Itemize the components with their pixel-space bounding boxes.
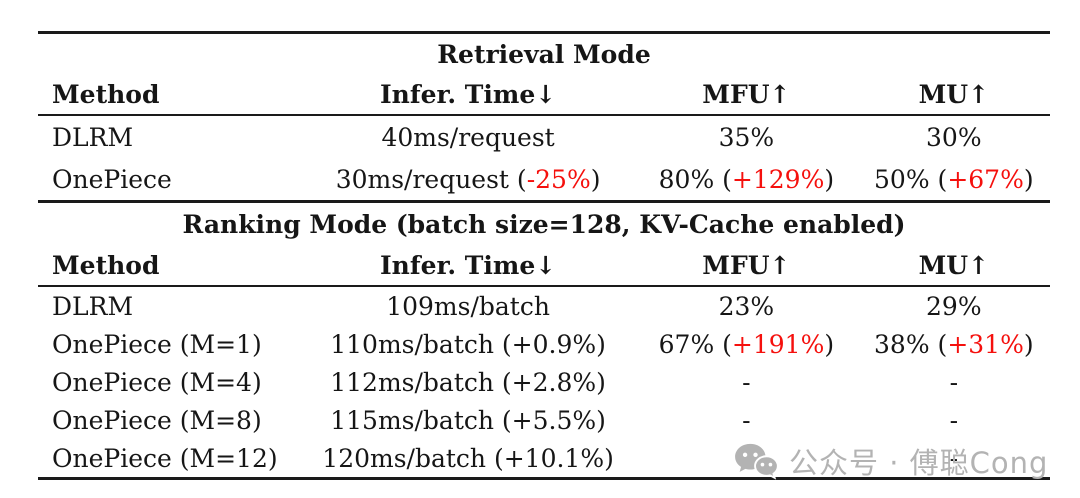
cell-text: - xyxy=(742,443,751,473)
column-header: Method xyxy=(52,250,160,280)
table-cell: 67% (+191%) xyxy=(635,330,858,359)
cell-text: 80% ( xyxy=(658,164,732,194)
section-title: Ranking Mode (batch size=128, KV-Cache e… xyxy=(182,209,906,239)
table-cell: - xyxy=(635,444,858,473)
column-header: MU↑ xyxy=(918,79,990,109)
table-cell: 80% (+129%) xyxy=(635,165,858,194)
table-cell: 120ms/batch (+10.1%) xyxy=(301,444,635,473)
cell-text: ) xyxy=(824,164,835,194)
table-cell: DLRM xyxy=(38,123,301,152)
delta-value: +31% xyxy=(947,329,1024,359)
cell-text: 29% xyxy=(926,291,982,321)
cell-text: OnePiece (M=8) xyxy=(52,405,262,435)
section-rows: DLRM 109ms/batch 23% 29% OnePiece (M=1) 110ms… xyxy=(38,287,1050,477)
table-row: OnePiece 30ms/request (-25%) 80% (+129%) 50… xyxy=(38,158,1050,200)
table-cell: 30ms/request (-25%) xyxy=(301,165,635,194)
table-cell: - xyxy=(858,368,1050,397)
cell-text: 115ms/batch (+5.5%) xyxy=(330,405,606,435)
cell-text: OnePiece (M=1) xyxy=(52,329,262,359)
cell-text: ) xyxy=(1023,164,1034,194)
retrieval-mode-section: Retrieval Mode Method Infer. Time↓ MFU↑ MU↑… xyxy=(38,34,1050,200)
cell-text: 50% ( xyxy=(874,164,948,194)
table-cell: OnePiece (M=12) xyxy=(38,444,301,473)
cell-text: 109ms/batch xyxy=(386,291,550,321)
cell-text: OnePiece xyxy=(52,164,172,194)
cell-text: 30% xyxy=(926,122,982,152)
delta-value: +67% xyxy=(947,164,1024,194)
table-cell: - xyxy=(858,444,1050,473)
table-cell: OnePiece (M=8) xyxy=(38,406,301,435)
table-cell: 110ms/batch (+0.9%) xyxy=(301,330,635,359)
cell-text: - xyxy=(949,367,959,397)
cell-text: 120ms/batch (+10.1%) xyxy=(322,443,614,473)
cell-text: 38% ( xyxy=(874,329,948,359)
cell-text: DLRM xyxy=(52,122,134,152)
table-cell: OnePiece xyxy=(38,165,301,194)
header-rule xyxy=(38,285,1050,287)
section-title: Retrieval Mode xyxy=(437,39,651,69)
table-cell: 38% (+31%) xyxy=(858,330,1050,359)
cell-text: - xyxy=(742,367,751,397)
table-cell: 40ms/request xyxy=(301,123,635,152)
cell-text: - xyxy=(949,443,959,473)
table-cell: - xyxy=(635,406,858,435)
cell-text: ) xyxy=(590,164,601,194)
cell-text: 67% ( xyxy=(658,329,732,359)
table-cell: OnePiece (M=1) xyxy=(38,330,301,359)
delta-value: -25% xyxy=(526,164,591,194)
table-cell: - xyxy=(858,406,1050,435)
table-cell: 29% xyxy=(858,292,1050,321)
section-rows: DLRM 40ms/request 35% 30% OnePiece 30ms/reque… xyxy=(38,116,1050,200)
cell-text: DLRM xyxy=(52,291,134,321)
table-cell: OnePiece (M=4) xyxy=(38,368,301,397)
column-header: Infer. Time↓ xyxy=(379,79,557,109)
ranking-mode-section: Ranking Mode (batch size=128, KV-Cache e… xyxy=(38,203,1050,477)
column-header-row: Method Infer. Time↓ MFU↑ MU↑ xyxy=(38,245,1050,285)
column-header: MFU↑ xyxy=(702,250,791,280)
cell-text: - xyxy=(949,405,959,435)
table-row: DLRM 40ms/request 35% 30% xyxy=(38,116,1050,158)
table-cell: 35% xyxy=(635,123,858,152)
cell-text: OnePiece (M=4) xyxy=(52,367,262,397)
column-header: Infer. Time↓ xyxy=(379,250,557,280)
cell-text: OnePiece (M=12) xyxy=(52,443,278,473)
column-header: MU↑ xyxy=(918,250,990,280)
cell-text: - xyxy=(742,405,751,435)
table-row: DLRM 109ms/batch 23% 29% xyxy=(38,287,1050,325)
table-cell: 115ms/batch (+5.5%) xyxy=(301,406,635,435)
cell-text: 23% xyxy=(718,291,775,321)
header-rule xyxy=(38,114,1050,116)
table-row: OnePiece (M=4) 112ms/batch (+2.8%) - - xyxy=(38,363,1050,401)
column-header-row: Method Infer. Time↓ MFU↑ MU↑ xyxy=(38,74,1050,114)
table-cell: 30% xyxy=(858,123,1050,152)
cell-text: ) xyxy=(824,329,835,359)
table-cell: DLRM xyxy=(38,292,301,321)
table-top-rule xyxy=(38,31,1050,34)
delta-value: +129% xyxy=(731,164,825,194)
cell-text: 110ms/batch (+0.9%) xyxy=(330,329,606,359)
section-divider-rule xyxy=(38,200,1050,203)
cell-text: 112ms/batch (+2.8%) xyxy=(330,367,606,397)
column-header: Method xyxy=(52,79,160,109)
table-bottom-rule xyxy=(38,477,1050,480)
table-cell: 50% (+67%) xyxy=(858,165,1050,194)
table-cell: 109ms/batch xyxy=(301,292,635,321)
table-row: OnePiece (M=1) 110ms/batch (+0.9%) 67% (+1… xyxy=(38,325,1050,363)
cell-text: 30ms/request ( xyxy=(335,164,527,194)
cell-text: 40ms/request xyxy=(381,122,555,152)
delta-value: +191% xyxy=(731,329,825,359)
column-header: MFU↑ xyxy=(702,79,791,109)
table-cell: 112ms/batch (+2.8%) xyxy=(301,368,635,397)
table-row: OnePiece (M=8) 115ms/batch (+5.5%) - - xyxy=(38,401,1050,439)
table-row: OnePiece (M=12) 120ms/batch (+10.1%) - - xyxy=(38,439,1050,477)
performance-table: Retrieval Mode Method Infer. Time↓ MFU↑ MU↑… xyxy=(38,31,1050,480)
table-cell: 23% xyxy=(635,292,858,321)
table-cell: - xyxy=(635,368,858,397)
cell-text: ) xyxy=(1023,329,1034,359)
cell-text: 35% xyxy=(718,122,775,152)
